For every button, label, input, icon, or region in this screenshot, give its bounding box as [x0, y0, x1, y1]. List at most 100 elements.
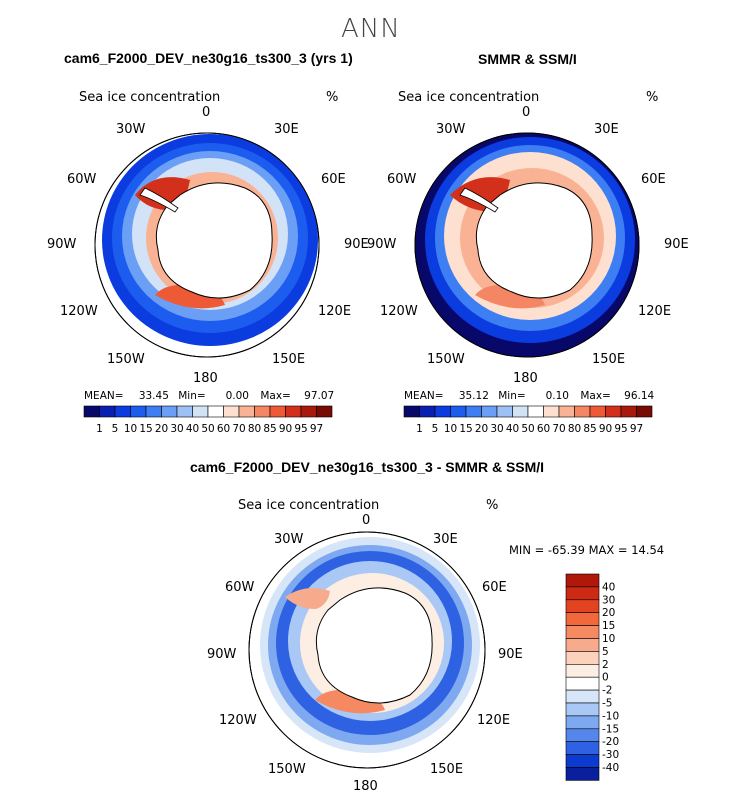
m1-lon-30e: 30E [274, 122, 299, 137]
colorbar-swatch [565, 754, 600, 768]
m3-lon-150e: 150E [430, 762, 464, 777]
colorbar-tick-label: 2 [602, 659, 609, 671]
panel-2-field-label: Sea ice concentration [398, 90, 540, 105]
colorbar-tick-label: -30 [602, 749, 619, 761]
colorbar-tick-label: 30 [170, 423, 183, 435]
colorbar-tick-label: -10 [602, 710, 619, 722]
colorbar-tick-label: 0 [602, 672, 609, 684]
colorbar-tick-label: 1 [416, 423, 423, 435]
colorbar-swatch [419, 405, 436, 418]
panel-1-field-label: Sea ice concentration [79, 90, 221, 105]
colorbar-tick-label: 60 [217, 423, 230, 435]
panel-2-units: % [646, 90, 659, 105]
colorbar-tick-label: 70 [232, 423, 245, 435]
colorbar-tick-label: 15 [602, 620, 615, 632]
colorbar-tick-label: 70 [552, 423, 565, 435]
colorbar-swatch [620, 405, 637, 418]
stat-min-value: 0.10 [545, 390, 569, 402]
colorbar-swatch [589, 405, 606, 418]
panel-3-units: % [486, 498, 499, 513]
colorbar-tick-label: 40 [602, 581, 615, 593]
m2-lon-60w: 60W [387, 172, 417, 187]
m3-lon-60w: 60W [225, 580, 255, 595]
colorbar-tick-label: 95 [294, 423, 307, 435]
colorbar-swatch [565, 689, 600, 704]
colorbar-swatch [565, 728, 600, 743]
colorbar-swatch [161, 405, 178, 418]
colorbar-swatch [565, 586, 600, 601]
m3-lon-30w: 30W [274, 532, 304, 547]
colorbar-tick-label: 10 [602, 633, 615, 645]
colorbar-swatch [512, 405, 529, 418]
colorbar-swatch [565, 767, 600, 781]
colorbar-tick-label: 90 [279, 423, 292, 435]
colorbar-swatch [565, 638, 600, 652]
m3-lon-120w: 120W [219, 713, 257, 728]
stat-max-value: 96.14 [624, 390, 655, 402]
m2-lon-180: 180 [513, 371, 538, 386]
m2-lon-120e: 120E [638, 304, 672, 319]
antarctica [155, 182, 273, 299]
colorbar-tick-label: 30 [602, 594, 615, 606]
colorbar-swatch [83, 405, 100, 418]
m1-lon-90e: 90E [344, 237, 369, 252]
colorbar-tick-label: 30 [490, 423, 503, 435]
colorbar-swatch [207, 405, 224, 418]
stat-min-value: 0.00 [225, 390, 249, 402]
m1-lon-150e: 150E [272, 352, 306, 367]
colorbar-panel-2: 1 5 10 15 20 30 40 50 60 70 80 85 90 95 97 [403, 405, 653, 435]
stat-min-label: Min= [498, 390, 526, 402]
panel-3-minmax: MIN = -65.39 MAX = 14.54 [509, 543, 665, 557]
colorbar-swatch [565, 702, 600, 717]
m2-lon-0: 0 [522, 105, 531, 120]
m1-lon-120w: 120W [60, 304, 98, 319]
colorbar-swatch [481, 405, 498, 418]
m3-lon-180: 180 [353, 779, 378, 794]
colorbar-tick-label: -20 [602, 736, 619, 748]
colorbar-tick-label: 50 [521, 423, 534, 435]
colorbar-tick-label: 15 [459, 423, 472, 435]
m2-lon-60e: 60E [641, 172, 666, 187]
colorbar-swatch [558, 405, 575, 418]
colorbar-tick-label: 95 [614, 423, 627, 435]
colorbar-swatch [565, 715, 600, 730]
colorbar-tick-label: 5 [432, 423, 439, 435]
colorbar-swatch [574, 405, 591, 418]
stat-max-label: Max= [580, 390, 611, 402]
colorbar-swatch [285, 405, 302, 418]
colorbar-tick-label: 85 [263, 423, 276, 435]
colorbar-swatch [254, 405, 271, 418]
colorbar-swatch [145, 405, 162, 418]
colorbar-swatch [316, 405, 333, 418]
stat-max-value: 97.07 [304, 390, 335, 402]
colorbar-tick-label: 15 [139, 423, 152, 435]
panel-1-stats: MEAN= 33.45 Min= 0.00 Max= 97.07 [84, 390, 334, 402]
colorbar-swatch [450, 405, 467, 418]
colorbar-swatch [403, 405, 420, 418]
panel-2-title: SMMR & SSM/I [478, 51, 577, 67]
colorbar-panel-1: 1 5 10 15 20 30 40 50 60 70 80 85 90 95 97 [83, 405, 333, 435]
m2-lon-150e: 150E [592, 352, 626, 367]
colorbar-swatch [238, 405, 255, 418]
m2-lon-150w: 150W [427, 352, 465, 367]
colorbar-swatch [565, 676, 600, 691]
colorbar-tick-label: -5 [602, 698, 612, 710]
colorbar-tick-label: 10 [444, 423, 457, 435]
colorbar-swatch [636, 405, 653, 418]
colorbar-tick-label: 1 [96, 423, 103, 435]
colorbar-tick-label: 97 [310, 423, 323, 435]
panel-2-stats: MEAN= 35.12 Min= 0.10 Max= 96.14 [404, 390, 654, 402]
colorbar-swatch [223, 405, 240, 418]
colorbar-tick-label: 80 [568, 423, 581, 435]
m1-lon-30w: 30W [116, 122, 146, 137]
m2-lon-90w: 90W [367, 237, 397, 252]
m2-lon-30w: 30W [436, 122, 466, 137]
map-model-sic [94, 132, 320, 358]
colorbar-tick-label: 5 [602, 646, 609, 658]
colorbar-swatch [543, 405, 560, 418]
m3-lon-150w: 150W [268, 762, 306, 777]
colorbar-tick-label: 50 [201, 423, 214, 435]
colorbar-swatch [565, 741, 600, 755]
colorbar-swatch [565, 599, 600, 613]
